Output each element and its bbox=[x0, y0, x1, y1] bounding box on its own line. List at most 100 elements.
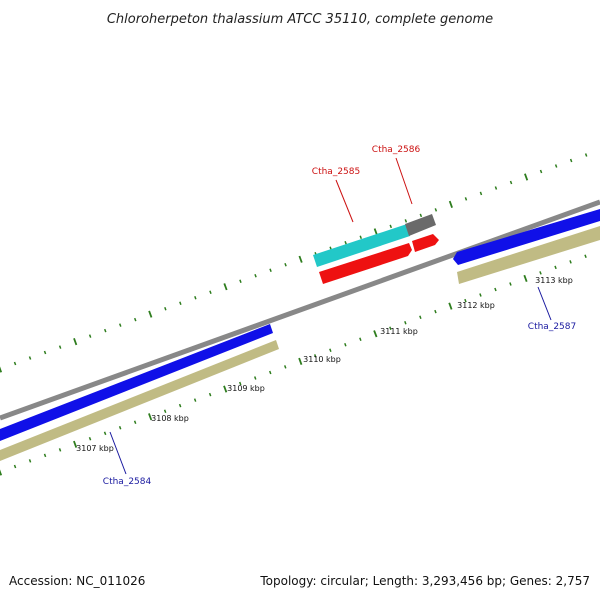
inner-tick-39 bbox=[584, 254, 587, 259]
outer-tick-10 bbox=[148, 310, 153, 318]
outer-tick-36 bbox=[539, 169, 543, 174]
inner-tick-24 bbox=[359, 337, 362, 342]
scale-label-3110: 3110 kbp bbox=[303, 355, 341, 364]
inner-tick-29 bbox=[434, 309, 437, 314]
outer-tick-20 bbox=[298, 255, 303, 263]
outer-tick-9 bbox=[133, 317, 137, 322]
gene-label-ctha-2585: Ctha_2585 bbox=[312, 167, 360, 177]
outer-tick-16 bbox=[239, 279, 242, 283]
inner-tick-6 bbox=[88, 437, 92, 441]
outer-tick-31 bbox=[464, 197, 468, 201]
inner-tick-8 bbox=[118, 426, 122, 430]
gene-ctha-2585-cyan bbox=[313, 224, 410, 267]
gene-ctha-2587-blue bbox=[453, 209, 600, 265]
outer-tick-32 bbox=[479, 191, 483, 196]
inner-tick-19 bbox=[283, 365, 287, 369]
outer-tick-27 bbox=[404, 219, 408, 223]
inner-tick-18 bbox=[268, 370, 272, 375]
outer-tick-13 bbox=[194, 295, 197, 300]
inner-tick-28 bbox=[419, 315, 422, 319]
leader-ctha-2584 bbox=[109, 431, 127, 475]
inner-tick-25 bbox=[373, 330, 378, 338]
inner-tick-7 bbox=[103, 431, 107, 436]
gene-ctha-2586-red bbox=[412, 234, 439, 252]
outer-tick-34 bbox=[509, 180, 513, 185]
inner-tick-4 bbox=[58, 448, 62, 452]
inner-tick-32 bbox=[479, 293, 482, 297]
inner-tick-15 bbox=[223, 385, 228, 393]
outer-tick-26 bbox=[389, 224, 393, 229]
gene-label-ctha-2584: Ctha_2584 bbox=[103, 477, 152, 487]
outer-tick-28 bbox=[419, 213, 423, 218]
gene-ctha-2584-blue bbox=[0, 324, 273, 441]
outer-tick-14 bbox=[209, 290, 212, 294]
inner-tick-20 bbox=[298, 357, 303, 366]
outer-tick-11 bbox=[164, 306, 167, 311]
inner-tick-16 bbox=[238, 381, 242, 386]
scale-label-3109: 3109 kbp bbox=[227, 384, 265, 393]
scale-label-3107: 3107 kbp bbox=[76, 444, 114, 453]
inner-tick-9 bbox=[133, 420, 137, 424]
outer-tick-39 bbox=[584, 153, 588, 157]
inner-tick-22 bbox=[329, 348, 332, 353]
outer-tick-12 bbox=[179, 301, 182, 305]
leader-ctha-2586 bbox=[395, 157, 413, 205]
gene-label-ctha-2587: Ctha_2587 bbox=[528, 322, 576, 332]
scale-label-3108: 3108 kbp bbox=[151, 414, 189, 423]
outer-tick-35 bbox=[524, 173, 529, 181]
gene-ctha-2587-olive bbox=[457, 226, 600, 284]
outer-tick-30 bbox=[448, 200, 453, 209]
inner-tick-0 bbox=[0, 469, 3, 476]
inner-tick-23 bbox=[344, 343, 347, 347]
inner-tick-2 bbox=[28, 459, 32, 463]
inner-tick-5 bbox=[73, 440, 78, 448]
outer-tick-18 bbox=[269, 268, 272, 273]
inner-tick-14 bbox=[208, 392, 212, 397]
outer-tick-1 bbox=[13, 361, 17, 366]
leader-ctha-2587 bbox=[537, 286, 552, 321]
outer-tick-33 bbox=[494, 186, 498, 190]
scale-label-3113: 3113 kbp bbox=[535, 276, 573, 285]
outer-tick-5 bbox=[73, 337, 78, 346]
outer-tick-23 bbox=[344, 241, 347, 245]
outer-tick-3 bbox=[43, 350, 47, 355]
inner-tick-3 bbox=[43, 453, 47, 458]
map-title: Chloroherpeton thalassium ATCC 35110, co… bbox=[107, 12, 493, 27]
gene-ctha-2584-olive bbox=[0, 340, 279, 461]
outer-tick-0 bbox=[0, 366, 3, 373]
inner-tick-36 bbox=[539, 271, 542, 275]
inner-tick-26 bbox=[389, 326, 392, 330]
accession-text: Accession: NC_011026 bbox=[9, 574, 145, 588]
outer-tick-7 bbox=[103, 328, 107, 333]
inner-tick-38 bbox=[569, 260, 572, 264]
outer-tick-37 bbox=[554, 164, 558, 168]
inner-tick-12 bbox=[178, 403, 182, 408]
outer-tick-8 bbox=[118, 323, 122, 327]
inner-tick-33 bbox=[494, 287, 497, 292]
outer-tick-row bbox=[0, 153, 588, 373]
scale-label-3111: 3111 kbp bbox=[380, 327, 418, 336]
outer-tick-24 bbox=[359, 235, 363, 240]
inner-tick-11 bbox=[163, 409, 167, 413]
inner-tick-34 bbox=[509, 282, 512, 286]
inner-tick-17 bbox=[253, 376, 257, 380]
genome-summary-text: Topology: circular; Length: 3,293,456 bp… bbox=[259, 574, 590, 588]
inner-tick-37 bbox=[554, 265, 557, 270]
inner-tick-1 bbox=[13, 464, 17, 469]
inner-tick-13 bbox=[193, 398, 197, 402]
outer-tick-15 bbox=[223, 283, 228, 291]
gene-ctha-2586-gray bbox=[405, 214, 436, 236]
inner-tick-31 bbox=[464, 298, 467, 303]
outer-tick-4 bbox=[58, 345, 62, 349]
inner-tick-10 bbox=[148, 413, 153, 421]
outer-tick-17 bbox=[254, 273, 257, 278]
leader-ctha-2585 bbox=[335, 179, 354, 223]
genome-backbone bbox=[0, 199, 600, 421]
outer-tick-2 bbox=[28, 356, 32, 360]
outer-tick-19 bbox=[284, 263, 287, 267]
inner-tick-row bbox=[0, 254, 587, 476]
outer-tick-38 bbox=[569, 158, 573, 163]
inner-tick-35 bbox=[523, 274, 528, 283]
gene-ctha-2585-red bbox=[319, 243, 412, 284]
